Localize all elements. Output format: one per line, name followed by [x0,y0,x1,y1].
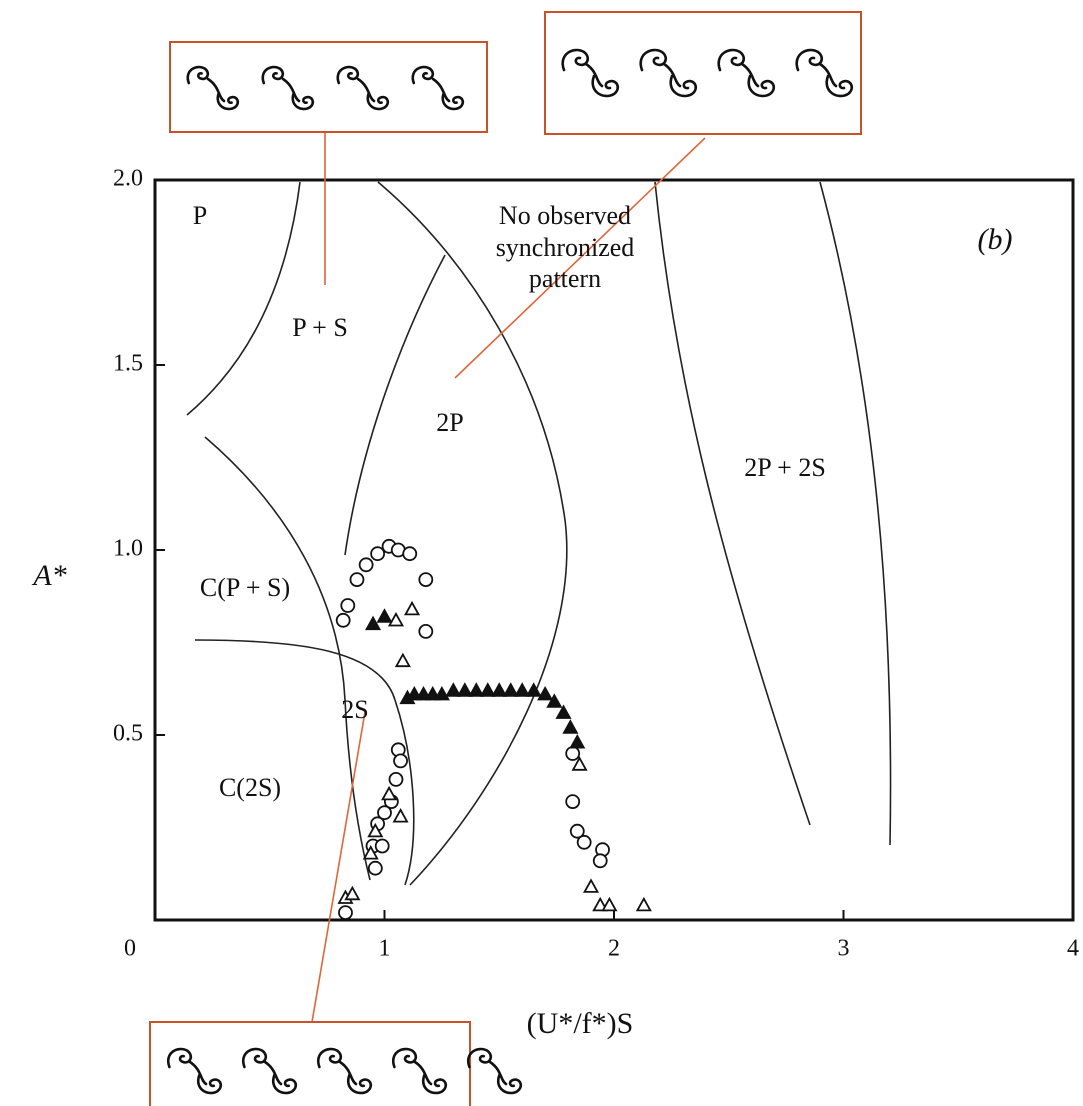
circle-point [360,558,373,571]
triangle-point [396,655,409,667]
x-axis-label: (U*/f*)S [527,1007,634,1040]
circle-point [337,614,350,627]
x-tick-label: 2 [608,936,620,962]
triangle-point [557,706,570,718]
circle-point [341,599,354,612]
circle-point [369,862,382,875]
connector [312,712,365,1022]
circle-point [350,573,363,586]
boundary-curve [655,182,810,825]
x-tick-label: 1 [379,936,391,962]
region-label: 2P + 2S [744,453,826,482]
triangle-point [458,684,471,696]
region-label: 2P [436,408,463,437]
region-label: pattern [529,264,601,293]
circle-point [419,625,432,638]
connectors [312,132,705,1022]
region-label: synchronized [496,233,635,262]
region-label: P + S [292,313,348,342]
triangle-point [539,688,552,700]
region-label: P [193,201,207,230]
triangle-point [516,684,529,696]
triangle-point [603,899,616,911]
boundary-curve [205,437,370,880]
x-tick-label: 0 [124,936,136,962]
triangle-point [435,688,448,700]
boundary-curve [820,182,891,845]
vortex [468,1049,491,1067]
circle-point [566,795,579,808]
circle-point [394,754,407,767]
triangle-point [378,610,391,622]
plot-frame [155,180,1073,920]
x-tick-label: 4 [1067,936,1079,962]
inset-box [150,1022,470,1106]
circle-point [339,906,352,919]
y-tick-label: 2.0 [113,166,143,192]
triangle-point [447,684,460,696]
region-label: C(2S) [219,773,281,802]
triangle-point [585,880,598,892]
triangle-point [481,684,494,696]
circle-point [376,840,389,853]
triangle-point [346,888,359,900]
x-tick-label: 3 [838,936,850,962]
triangle-point [389,614,402,626]
circle-point [371,547,384,560]
triangle-point [406,603,419,615]
circle-point [403,547,416,560]
boundary-curve [345,255,445,555]
panel-label: (b) [978,223,1013,256]
region-label: 2S [341,695,368,724]
circle-point [419,573,432,586]
chart: 0.5 1.0 1.5 2.0 0 1 2 3 4 (U*/f*)S A* (b) P P + S No o… [0,0,1083,1106]
y-axis-label: A* [31,559,66,592]
triangle-point [493,684,506,696]
y-tick-label: 1.0 [113,536,143,562]
region-label: C(P + S) [200,573,290,602]
triangle-point [470,684,483,696]
triangle-point [504,684,517,696]
triangle-point [564,721,577,733]
triangle-point [637,899,650,911]
y-tick-label: 1.5 [113,351,143,377]
triangle-point [571,736,584,748]
triangle-point [394,810,407,822]
circle-point [594,854,607,867]
triangle-point [383,788,396,800]
region-label: No observed [499,201,631,230]
y-tick-label: 0.5 [113,721,143,747]
inset-box [545,12,861,134]
triangle-point [367,618,380,630]
circle-point [566,747,579,760]
circle-point [578,836,591,849]
circle-point [389,773,402,786]
